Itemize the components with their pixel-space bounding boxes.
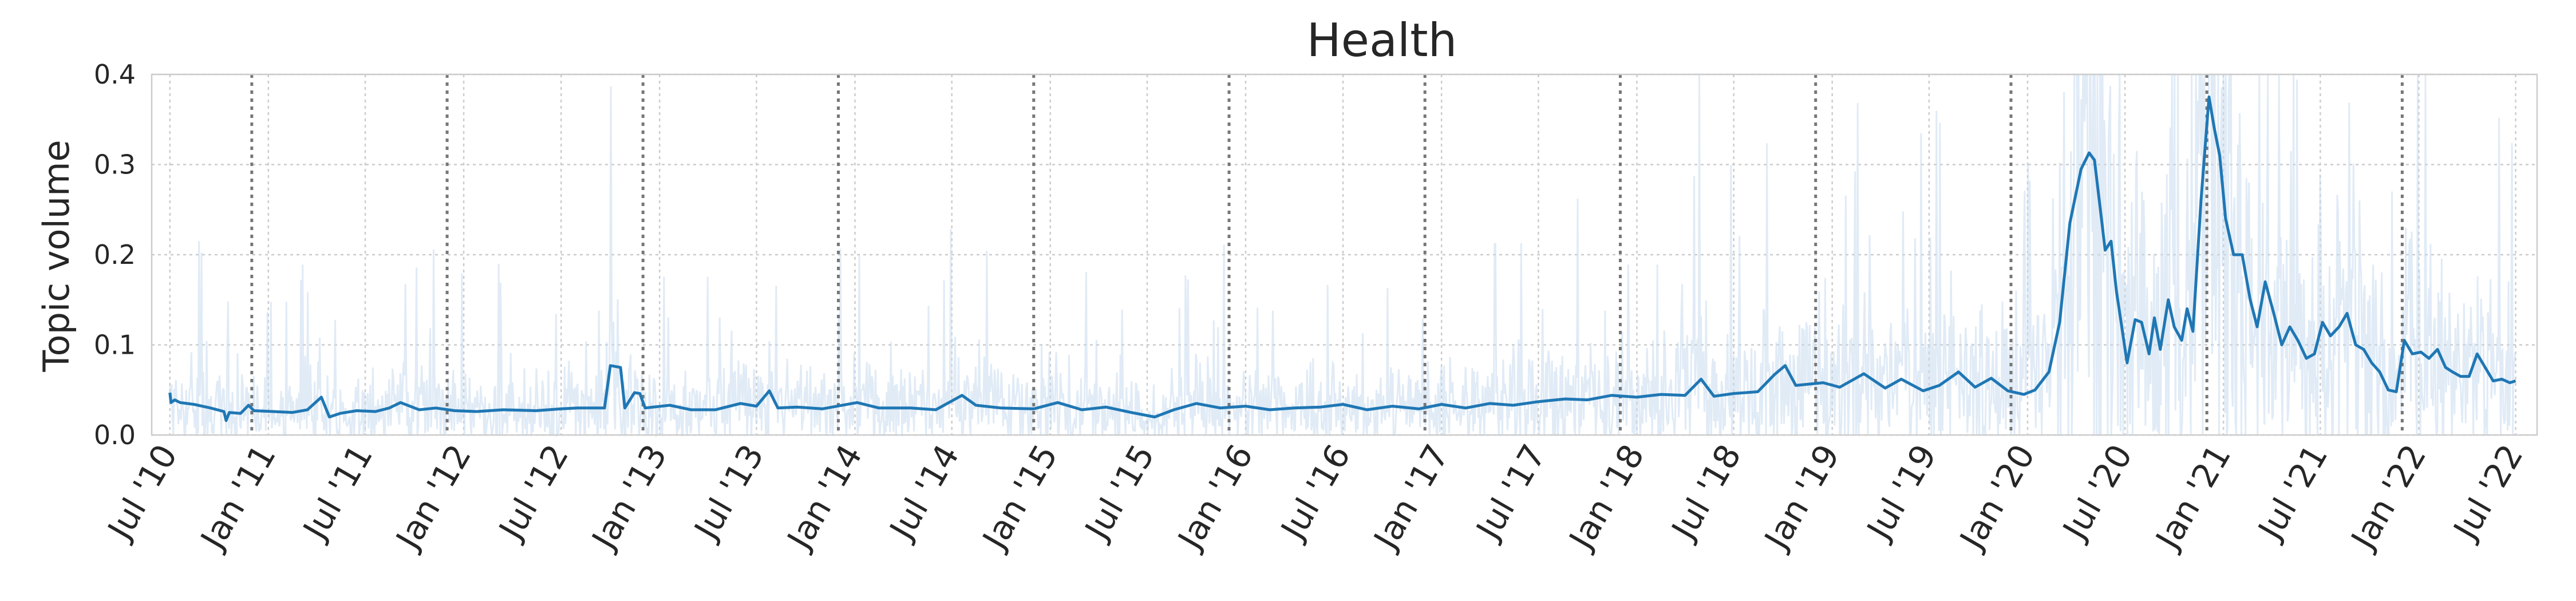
series-line <box>168 95 2516 422</box>
x-tick-label: Jul '18 <box>1663 438 1748 547</box>
y-tick-label: 0.0 <box>94 420 136 450</box>
x-tick-label: Jan '20 <box>1951 438 2042 557</box>
x-tick-label: Jan '11 <box>192 438 283 557</box>
x-tick-label: Jul '19 <box>1859 438 1944 547</box>
y-tick-label: 0.2 <box>94 239 136 270</box>
y-tick-label: 0.3 <box>94 149 136 180</box>
plot-border <box>151 73 2538 436</box>
x-tick-label: Jul '13 <box>686 438 771 547</box>
x-tick-label: Jan '16 <box>1170 438 1261 557</box>
x-tick-label: Jul '21 <box>2250 438 2335 547</box>
chart-title: Health <box>1307 14 1457 67</box>
topic-volume-line <box>168 95 2516 422</box>
plot-frame <box>151 73 2538 436</box>
x-tick-label: Jul '14 <box>881 438 966 547</box>
x-tick-labels: Jul '10 Jan '11 Jul '11 Jan '12 Jul '12 Jan '… <box>99 438 2530 557</box>
x-tick-label: Jan '15 <box>974 438 1065 557</box>
x-tick-label: Jan '13 <box>583 438 674 557</box>
y-axis-label: Topic volume <box>35 140 77 372</box>
x-tick-label: Jan '14 <box>779 438 870 557</box>
x-tick-label: Jul '10 <box>99 438 184 547</box>
y-tick-label: 0.1 <box>94 330 136 361</box>
x-tick-label: Jul '22 <box>2445 438 2530 547</box>
x-tick-label: Jul '16 <box>1273 438 1358 547</box>
y-tick-label: 0.4 <box>94 59 136 90</box>
y-tick-labels: 0.0 0.1 0.2 0.3 0.4 <box>94 59 136 450</box>
x-tick-label: Jan '21 <box>2147 438 2238 557</box>
x-tick-label: Jan '18 <box>1560 438 1652 557</box>
x-tick-label: Jan '17 <box>1365 438 1456 557</box>
x-tick-label: Jul '17 <box>1468 438 1553 547</box>
x-tick-label: Jan '12 <box>388 438 479 557</box>
x-tick-label: Jul '11 <box>295 438 380 547</box>
x-tick-label: Jul '15 <box>1077 438 1162 547</box>
x-tick-label: Jul '20 <box>2055 438 2140 547</box>
x-tick-label: Jan '19 <box>1756 438 1847 557</box>
x-tick-label: Jul '12 <box>491 438 576 547</box>
x-tick-label: Jan '22 <box>2342 438 2433 557</box>
